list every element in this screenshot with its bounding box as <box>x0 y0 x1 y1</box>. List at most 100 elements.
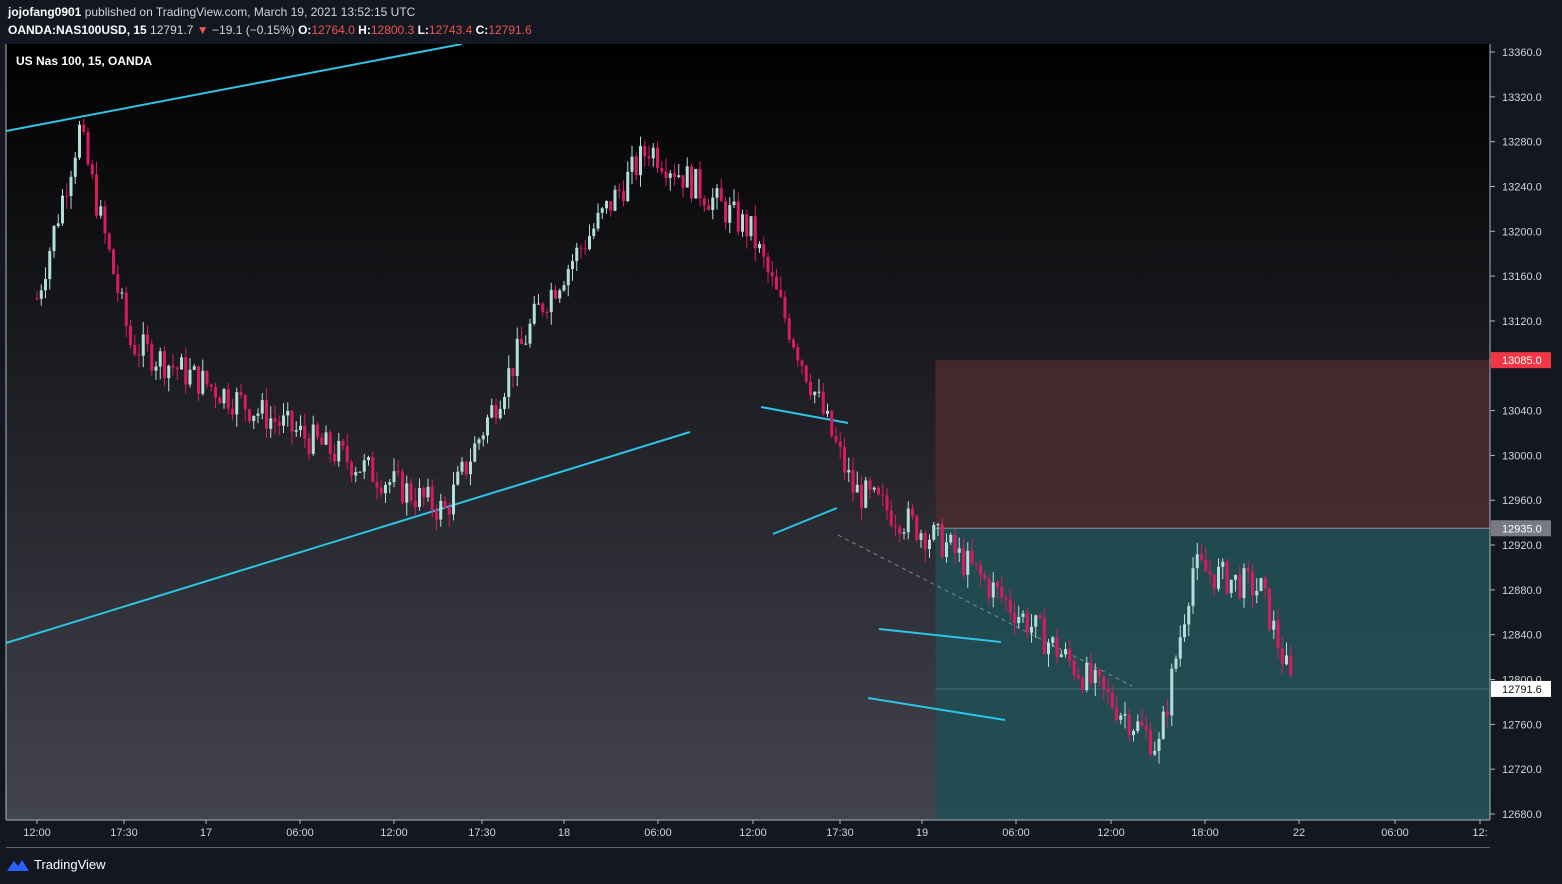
tradingview-brand[interactable]: TradingView <box>6 857 106 872</box>
candle <box>664 158 668 187</box>
brand-label: TradingView <box>34 857 106 872</box>
candle <box>133 335 137 357</box>
open-label: O: <box>298 23 312 37</box>
candle-body <box>443 500 447 508</box>
candle-body <box>766 256 770 273</box>
candle <box>1276 608 1280 659</box>
candle-body <box>413 500 417 507</box>
candle-body <box>541 303 545 313</box>
candle-body <box>409 483 413 501</box>
candle <box>222 387 226 409</box>
candle-body <box>90 164 94 175</box>
time-tick-label: 18:00 <box>1191 827 1219 839</box>
candle-body <box>1076 675 1080 679</box>
candle-body <box>991 582 995 598</box>
chart-title: US Nas 100, 15, OANDA <box>16 54 152 68</box>
candle-body <box>481 435 485 440</box>
candle <box>1051 636 1055 648</box>
candle-body <box>571 261 574 269</box>
time-tick-label: 22 <box>1293 827 1305 839</box>
price-axis: 12680.012720.012760.012800.012840.012880… <box>1489 44 1562 848</box>
candle-body <box>1081 678 1084 691</box>
candle <box>52 224 56 258</box>
candle-body <box>783 296 787 319</box>
candle <box>694 168 698 199</box>
candle <box>877 485 880 496</box>
candle <box>316 422 319 441</box>
candle <box>1178 625 1182 667</box>
candle-body <box>129 325 132 346</box>
candle-body <box>146 334 149 345</box>
candle-body <box>987 579 991 598</box>
candle-body <box>532 303 536 324</box>
candle-body <box>333 453 336 462</box>
candle <box>660 160 664 175</box>
candle <box>358 471 362 473</box>
candle <box>923 530 927 562</box>
candle-body <box>855 484 859 493</box>
candle-body <box>401 471 404 503</box>
candle <box>843 438 846 481</box>
candle-body <box>749 216 753 237</box>
candle <box>1102 675 1106 701</box>
candle-body <box>1195 554 1199 569</box>
candle-body <box>265 400 268 429</box>
candle-body <box>579 247 583 249</box>
candle <box>732 189 736 209</box>
price-tick-label: 12920.0 <box>1502 540 1542 552</box>
candle-body <box>188 369 192 385</box>
candle-body <box>498 408 502 419</box>
publish-header: jojofang0901 published on TradingView.co… <box>0 0 1562 44</box>
candle <box>473 436 477 463</box>
candle <box>1217 558 1220 592</box>
author-name[interactable]: jojofang0901 <box>8 5 82 19</box>
current-price-tag: 12791.6 <box>1502 684 1542 696</box>
candle-body <box>303 425 307 439</box>
candle-body <box>396 471 400 473</box>
candle-body <box>48 251 52 280</box>
close-label: C: <box>475 23 489 37</box>
candle <box>783 290 787 324</box>
candle <box>333 443 336 466</box>
candle-body <box>99 206 103 216</box>
candle <box>456 465 460 486</box>
candle-body <box>405 483 409 503</box>
candle-body <box>180 357 183 370</box>
candle <box>1161 705 1165 740</box>
candle <box>78 120 81 160</box>
candle <box>103 200 107 244</box>
candle <box>634 152 638 181</box>
candle-body <box>422 488 426 498</box>
candle <box>579 244 583 259</box>
symbol-name: OANDA:NAS100USD, 15 <box>8 23 147 37</box>
candle <box>881 483 885 507</box>
candle-body <box>209 384 213 387</box>
candle <box>592 222 596 240</box>
candle <box>452 472 455 521</box>
candle-body <box>872 487 876 490</box>
candle <box>354 466 358 483</box>
candle-body <box>520 338 523 345</box>
candle <box>303 413 307 449</box>
candle-body <box>851 469 855 493</box>
candle-body <box>1166 711 1169 716</box>
candle <box>532 295 536 326</box>
candle-body <box>324 432 328 445</box>
candle-body <box>957 548 961 553</box>
price-axis-background <box>1490 44 1562 848</box>
candle-body <box>817 391 821 393</box>
candle-body <box>758 244 761 249</box>
candle-body <box>660 167 664 172</box>
footer-bar <box>0 848 1562 884</box>
low-value: 12743.4 <box>428 23 473 37</box>
candle-body <box>928 539 931 550</box>
candle <box>1093 663 1097 697</box>
candle-body <box>868 480 872 490</box>
candle <box>218 395 222 404</box>
candle-body <box>260 400 264 414</box>
candle <box>435 504 438 531</box>
candle <box>1225 558 1229 596</box>
candle-body <box>685 166 689 188</box>
candle-body <box>830 410 834 436</box>
